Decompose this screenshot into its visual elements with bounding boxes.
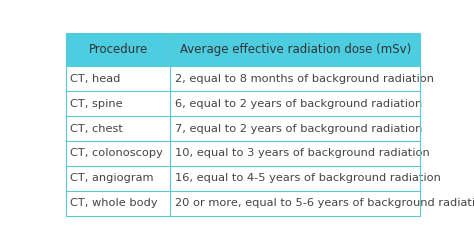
Text: CT, chest: CT, chest bbox=[70, 123, 123, 134]
Bar bbox=[66, 91, 170, 116]
Text: CT, colonoscopy: CT, colonoscopy bbox=[70, 148, 163, 158]
Text: 2, equal to 8 months of background radiation: 2, equal to 8 months of background radia… bbox=[175, 74, 434, 84]
Bar bbox=[170, 91, 420, 116]
Bar bbox=[170, 66, 420, 91]
Text: Average effective radiation dose (mSv): Average effective radiation dose (mSv) bbox=[180, 43, 411, 56]
Bar bbox=[170, 191, 420, 215]
Text: 7, equal to 2 years of background radiation: 7, equal to 2 years of background radiat… bbox=[175, 123, 422, 134]
Text: CT, spine: CT, spine bbox=[70, 99, 123, 109]
Bar bbox=[170, 141, 420, 166]
Bar bbox=[170, 166, 420, 191]
Text: 16, equal to 4-5 years of background radiation: 16, equal to 4-5 years of background rad… bbox=[175, 173, 441, 183]
Bar bbox=[66, 116, 170, 141]
Bar bbox=[170, 116, 420, 141]
Bar bbox=[66, 33, 420, 66]
Text: CT, head: CT, head bbox=[70, 74, 121, 84]
Bar bbox=[66, 166, 170, 191]
Text: Procedure: Procedure bbox=[89, 43, 148, 56]
Text: CT, whole body: CT, whole body bbox=[70, 198, 158, 208]
Text: 20 or more, equal to 5-6 years of background radiation: 20 or more, equal to 5-6 years of backgr… bbox=[175, 198, 474, 208]
Bar bbox=[66, 66, 170, 91]
Text: 6, equal to 2 years of background radiation: 6, equal to 2 years of background radiat… bbox=[175, 99, 422, 109]
Bar bbox=[66, 141, 170, 166]
Text: 10, equal to 3 years of background radiation: 10, equal to 3 years of background radia… bbox=[175, 148, 429, 158]
Text: CT, angiogram: CT, angiogram bbox=[70, 173, 154, 183]
Bar bbox=[66, 191, 170, 215]
